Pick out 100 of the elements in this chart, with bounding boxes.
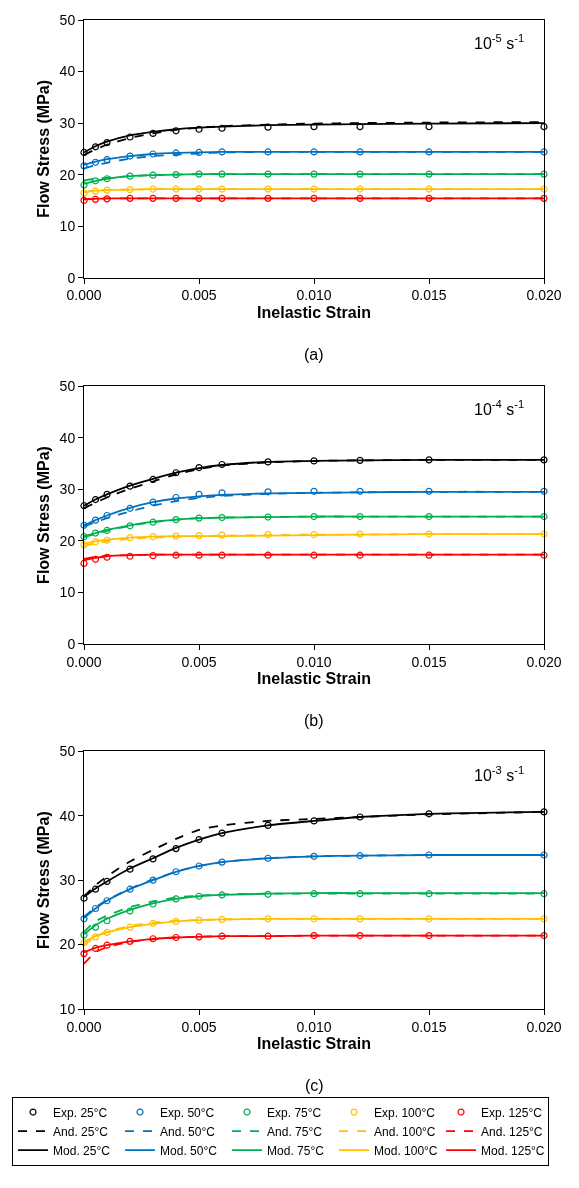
legend-label: Exp. 125°C [481,1105,543,1120]
point [356,813,364,821]
annotation: 10$^{-4}$ s$^{-1}$ [474,398,525,418]
point [264,148,272,156]
point [126,923,134,931]
point [126,482,134,490]
legend-label: Exp. 50°C [160,1105,215,1120]
point [149,876,157,884]
annotation: 10$^{-5}$ s$^{-1}$ [474,32,525,52]
point [218,170,226,178]
point [540,170,548,178]
x-tick-label: 0.010 [296,653,332,670]
point [103,526,111,535]
point [195,170,203,178]
point [195,194,203,202]
point [218,891,226,899]
point [195,463,203,472]
point [126,185,134,194]
point [91,923,100,931]
point [80,939,88,947]
point [149,919,157,927]
point [91,195,100,203]
point [126,885,134,893]
x-tick-label: 0.005 [181,287,217,304]
text: (b) [304,712,324,729]
point [172,149,180,157]
point [80,559,88,568]
point [356,530,364,538]
point [103,139,111,147]
y-tick-label: 50 [59,743,76,760]
point [195,862,203,870]
point [356,123,364,131]
point [264,170,272,178]
point [310,530,318,539]
point [264,890,272,898]
point [103,897,111,905]
point [540,808,548,816]
point [91,177,100,185]
point [356,194,364,202]
point [540,512,548,521]
point [149,552,157,560]
point [195,514,203,522]
point [80,502,88,510]
point [356,148,364,156]
point [126,133,134,141]
y-tick-label: 30 [59,481,76,498]
point [425,931,433,940]
point [356,551,364,559]
point [264,194,272,202]
point [172,551,180,559]
y-tick-label: 30 [59,872,76,889]
point [172,895,180,903]
point [149,150,157,158]
legend-label: And. 125°C [481,1124,543,1139]
point [91,143,100,151]
point [264,513,272,521]
point [425,185,433,193]
point [80,949,88,958]
point [218,531,226,539]
point [425,851,433,859]
y-tick-label: 20 [59,166,76,183]
point [103,877,111,886]
point [310,185,318,193]
x-tick-label: 0.005 [181,653,217,670]
legend-label: And. 75°C [267,1124,323,1139]
x-axis-title: Inelastic Strain [257,1035,371,1053]
point [540,185,548,193]
point [264,530,272,539]
point [310,512,318,521]
point [149,518,157,526]
point [195,933,203,941]
point [195,916,203,924]
y-tick-label: 40 [59,429,76,446]
point [218,489,226,497]
legend-label: Mod. 100°C [374,1143,438,1158]
point [425,123,433,131]
point [540,851,548,859]
x-tick-label: 0.015 [411,1018,447,1035]
y-tick-label: 50 [59,378,76,395]
point [356,890,364,898]
point [356,487,364,495]
x-tick-label: 0.020 [526,1018,562,1035]
point [218,460,226,469]
point [80,181,88,189]
point [264,915,272,923]
point [425,487,433,495]
x-tick-label: 0.020 [526,653,562,670]
point [126,504,134,512]
legend-label: And. 50°C [160,1124,216,1139]
point [149,533,157,541]
point [264,821,272,829]
point [103,186,111,194]
point [80,162,88,170]
point [80,931,88,939]
point [172,917,180,925]
point [264,551,272,559]
point [126,172,134,180]
point [310,931,318,940]
point [195,532,203,540]
legend-label: Mod. 75°C [267,1143,325,1158]
